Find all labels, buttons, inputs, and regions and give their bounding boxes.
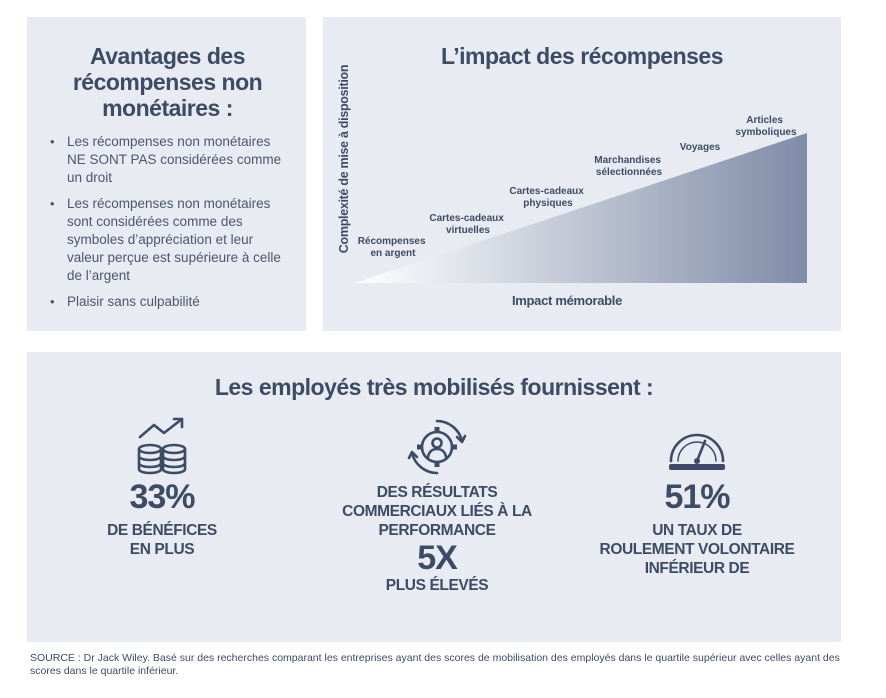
stat-caption-line: DE BÉNÉFICES (107, 522, 217, 539)
benefit-text: Plaisir sans culpabilité (67, 294, 200, 309)
list-item: • Plaisir sans culpabilité (47, 293, 288, 311)
step-label-line: en argent (370, 248, 416, 259)
stat-value: 5X (417, 539, 458, 577)
benefits-title: Avantages des récompenses non monétaires… (72, 43, 263, 121)
step-label-travel: Voyages (680, 142, 721, 153)
list-item: • Les récompenses non monétaires NE SONT … (47, 133, 288, 187)
step-label-physical-cards: Cartes-cadeaux physiques (509, 186, 586, 209)
step-label-line: symboliques (735, 127, 797, 138)
step-label-virtual-cards: Cartes-cadeaux virtuelles (429, 213, 506, 236)
stat-caption-line: PERFORMANCE (378, 522, 496, 539)
gear-person-icon (407, 419, 467, 475)
step-label-line: Cartes-cadeaux (509, 186, 584, 197)
step-label-merchandise: Marchandises sélectionnées (594, 155, 663, 178)
stat-value: 51% (664, 478, 730, 516)
bullet-icon: • (50, 196, 55, 211)
benefits-panel: Avantages des récompenses non monétaires… (27, 17, 306, 331)
diagram-title: L’impact des récompenses (440, 43, 724, 69)
stat-caption-line: DES RÉSULTATS (376, 484, 498, 501)
stat-profit: 33% DE BÉNÉFICES EN PLUS (87, 417, 237, 559)
step-label-symbolic: Articles symboliques (735, 115, 797, 138)
step-label-line: Récompenses (358, 236, 426, 247)
benefits-list: • Les récompenses non monétaires NE SONT … (47, 133, 288, 311)
impact-wedge (355, 133, 807, 283)
impact-diagram-panel: L’impact des récompenses Complexité de m… (323, 17, 841, 331)
bullet-icon: • (50, 294, 55, 309)
stat-caption-line: INFÉRIEUR DE (644, 560, 750, 577)
benefit-text: Les récompenses non monétaires NE SONT P… (67, 134, 282, 185)
step-label-line: Cartes-cadeaux (429, 213, 504, 224)
step-label-line: physiques (523, 198, 573, 209)
coins-growth-icon (137, 417, 187, 475)
gauge-icon (669, 433, 725, 470)
step-label-line: Marchandises (594, 155, 661, 166)
stat-caption-line: EN PLUS (129, 541, 195, 558)
step-label-line: virtuelles (446, 225, 490, 236)
y-axis-label: Complexité de mise à disposition (337, 65, 351, 253)
x-axis-label: Impact mémorable (512, 293, 622, 308)
engagement-panel: Les employés très mobilisés fournissent … (27, 352, 841, 642)
stat-sales: DES RÉSULTATS COMMERCIAUX LIÉS À LA PERF… (327, 417, 547, 595)
benefit-text: Les récompenses non monétaires sont cons… (67, 196, 281, 283)
stat-caption-line: ROULEMENT VOLONTAIRE (599, 541, 795, 558)
bullet-icon: • (50, 134, 55, 149)
source-note: SOURCE : Dr Jack Wiley. Basé sur des rec… (30, 652, 840, 677)
impact-diagram: Complexité de mise à disposition Impact … (337, 65, 807, 308)
step-label-line: Voyages (680, 142, 721, 153)
stat-caption-line: COMMERCIAUX LIÉS À LA (342, 503, 532, 520)
engagement-title: Les employés très mobilisés fournissent … (214, 374, 654, 400)
step-label-line: Articles (746, 115, 783, 126)
step-label-cash: Récompenses en argent (358, 236, 429, 259)
step-label-line: sélectionnées (596, 167, 663, 178)
stat-turnover: 51% UN TAUX DE ROULEMENT VOLONTAIRE INFÉ… (597, 417, 797, 578)
stat-caption-line: UN TAUX DE (652, 522, 742, 539)
stat-value: 33% (129, 478, 195, 516)
list-item: • Les récompenses non monétaires sont con… (47, 195, 288, 285)
stat-caption-line: PLUS ÉLEVÉS (385, 577, 489, 594)
